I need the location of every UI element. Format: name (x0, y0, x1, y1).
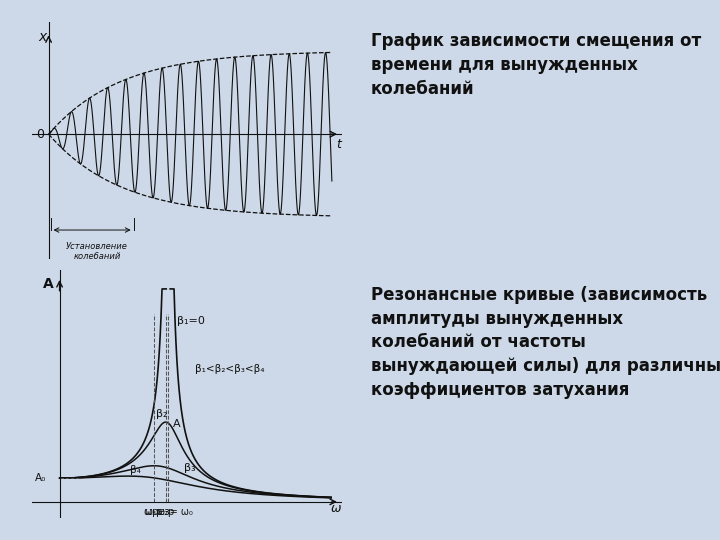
Text: ω₃р: ω₃р (145, 507, 163, 517)
Text: x: x (38, 30, 47, 44)
Text: β₃: β₃ (184, 463, 196, 473)
Text: Резонансные кривые (зависимость
амплитуды вынужденных
колебаний от частоты
вынуж: Резонансные кривые (зависимость амплитуд… (371, 286, 720, 399)
Text: ω₂р: ω₂р (156, 507, 175, 517)
Text: β₂: β₂ (156, 409, 167, 420)
Text: t: t (336, 138, 341, 151)
Text: ω: ω (331, 503, 342, 516)
Text: График зависимости смещения от
времени для вынужденных
колебаний: График зависимости смещения от времени д… (371, 32, 701, 98)
Text: β₁<β₂<β₃<β₄: β₁<β₂<β₃<β₄ (195, 364, 265, 374)
Text: A₀: A₀ (35, 473, 47, 483)
Text: ωрез= ω₀: ωрез= ω₀ (144, 507, 193, 517)
Text: β₁=0: β₁=0 (177, 316, 204, 326)
Text: Установление
колебаний: Установление колебаний (66, 242, 128, 261)
Text: A: A (173, 418, 180, 429)
Text: β₄: β₄ (130, 465, 141, 475)
Text: A: A (43, 277, 54, 291)
Text: 0: 0 (37, 127, 45, 140)
